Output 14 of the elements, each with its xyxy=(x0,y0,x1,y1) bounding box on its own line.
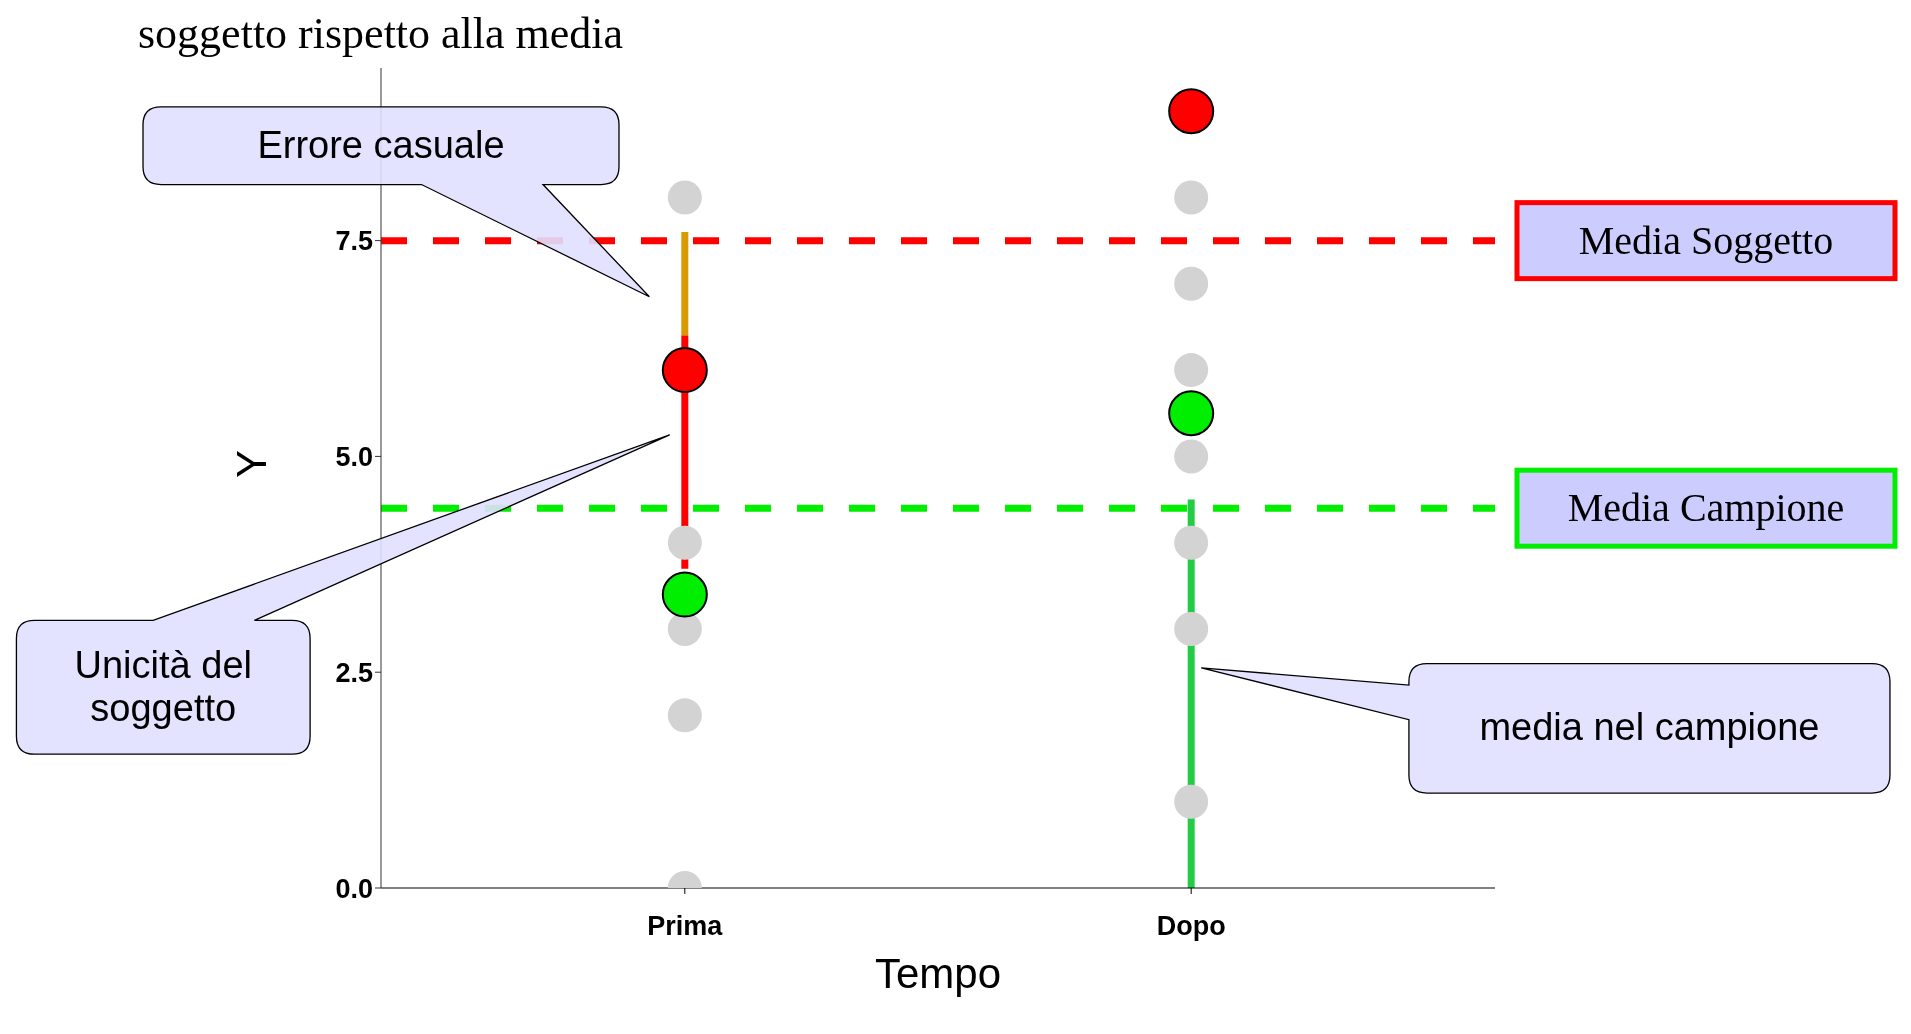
chart-title: soggetto rispetto alla media xyxy=(138,8,624,60)
annotation: Errore casuale xyxy=(256,122,506,168)
ref-line-label: Media Campione xyxy=(1567,485,1845,531)
y-axis-title: Y xyxy=(227,449,275,478)
x-tick-label: Dopo xyxy=(1156,911,1226,942)
y-tick-label: 2.5 xyxy=(335,657,373,688)
y-tick-label: 0.0 xyxy=(335,873,373,904)
y-tick-label: 7.5 xyxy=(335,226,373,257)
text: Unicità del soggetto xyxy=(73,642,253,732)
ref-line-label: Media Soggetto xyxy=(1578,217,1834,263)
x-tick-label: Prima xyxy=(647,911,724,942)
annotation: media nel campione xyxy=(1478,705,1821,751)
x-axis-title: Tempo xyxy=(874,950,1002,997)
y-tick-label: 5.0 xyxy=(335,442,373,473)
